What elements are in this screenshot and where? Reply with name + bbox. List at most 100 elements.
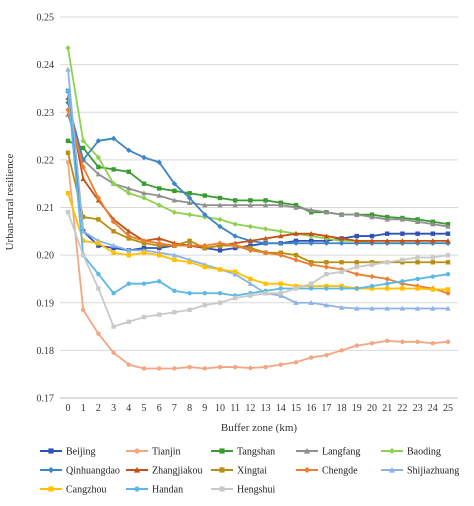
data-point-tianjin	[309, 355, 314, 360]
y-tick-label: 0.24	[37, 60, 55, 71]
data-point-chengde	[278, 252, 284, 258]
data-point-langfang	[445, 223, 451, 229]
data-point-handan	[354, 286, 359, 291]
data-point-tangshan	[217, 195, 223, 201]
data-point-langfang	[171, 197, 178, 203]
data-point-beijing	[111, 245, 116, 251]
data-point-chengde	[186, 242, 193, 249]
series-tangshan	[65, 138, 451, 227]
data-point-tianjin	[293, 360, 299, 365]
data-point-tianjin	[217, 364, 223, 370]
data-point-baoding	[126, 190, 132, 196]
x-tick-labels: 0 1 2 3 4 5 6 7 8 9 10 11 12 13 14 15 16 17 18 19 20 21 22 23 24…	[66, 403, 454, 414]
data-point-tangshan	[309, 210, 314, 215]
data-point-qinhuangdao	[308, 240, 314, 246]
data-point-cangzhou	[339, 283, 344, 289]
data-point-xingtai	[339, 260, 344, 265]
data-point-xingtai	[430, 260, 435, 265]
data-point-cangzhou	[111, 250, 116, 255]
data-point-hengshui	[278, 291, 283, 296]
series-line-tangshan	[67, 140, 449, 226]
legend-item-qinhuangdao: Qinhuangdao	[40, 466, 120, 477]
data-point-langfang	[247, 202, 254, 208]
data-point-baoding	[232, 221, 238, 227]
data-point-cangzhou	[81, 238, 86, 244]
data-point-handan	[369, 283, 375, 289]
data-point-hengshui	[187, 307, 192, 313]
data-point-langfang	[126, 185, 132, 191]
data-point-cangzhou	[187, 260, 192, 265]
data-point-hengshui	[309, 281, 314, 286]
legend-item-xingtai: Xingtai	[211, 466, 267, 477]
data-point-cangzhou	[157, 252, 162, 258]
data-point-chengde	[369, 273, 375, 280]
data-point-shijiazhuang	[414, 305, 421, 311]
x-tick-label: 14	[276, 403, 286, 414]
data-point-handan	[385, 281, 390, 286]
series-line-hengshui	[67, 211, 449, 328]
data-point-baoding	[141, 195, 147, 201]
data-point-tangshan	[65, 138, 71, 144]
data-point-handan	[65, 88, 71, 94]
data-point-qinhuangdao	[95, 138, 102, 144]
data-point-tangshan	[141, 181, 147, 186]
data-point-xingtai	[354, 260, 359, 265]
data-point-handan	[187, 291, 192, 296]
x-tick-label: 13	[261, 403, 271, 414]
data-point-tianjin	[324, 352, 329, 358]
data-point-tianjin	[202, 366, 207, 371]
data-point-cangzhou	[324, 283, 329, 289]
legend-marker-cangzhou	[48, 486, 54, 492]
x-tick-label: 6	[157, 403, 162, 414]
data-point-zhangjiakou	[247, 238, 254, 244]
data-point-qinhuangdao	[110, 135, 117, 142]
legend-item-hengshui: Hengshui	[211, 485, 276, 496]
data-point-tangshan	[172, 188, 177, 194]
legend-label-langfang: Langfang	[322, 447, 360, 458]
data-point-zhangjiakou	[414, 238, 421, 244]
data-point-zhangjiakou	[278, 233, 284, 239]
data-point-hengshui	[385, 260, 390, 265]
series-lines	[65, 45, 451, 371]
x-tick-label: 3	[111, 403, 116, 414]
x-tick-label: 1	[81, 403, 86, 414]
series-line-chengde	[67, 109, 449, 295]
data-point-xingtai	[445, 260, 451, 265]
legend-marker-handan	[134, 486, 140, 492]
data-point-shijiazhuang	[65, 66, 71, 72]
data-point-langfang	[293, 204, 299, 210]
data-point-chengde	[126, 233, 132, 239]
data-point-chengde	[445, 290, 451, 296]
data-point-shijiazhuang	[445, 305, 451, 311]
legend-marker-baoding	[388, 447, 396, 455]
data-point-shijiazhuang	[323, 302, 330, 308]
data-point-hengshui	[430, 255, 435, 260]
y-axis-title: Urban-rural resilience	[4, 153, 16, 250]
data-point-tangshan	[126, 169, 131, 174]
data-point-xingtai	[96, 217, 101, 222]
data-point-tianjin	[430, 341, 435, 346]
data-point-shijiazhuang	[247, 281, 254, 286]
data-point-tianjin	[126, 362, 131, 367]
data-point-xingtai	[400, 260, 405, 265]
data-point-xingtai	[293, 252, 299, 258]
data-point-baoding	[247, 223, 254, 230]
data-point-beijing	[96, 243, 101, 248]
data-point-handan	[445, 271, 451, 277]
data-point-tianjin	[385, 338, 390, 344]
data-point-langfang	[384, 216, 390, 222]
data-point-handan	[96, 271, 101, 277]
data-point-qinhuangdao	[186, 195, 193, 201]
y-tick-label: 0.20	[37, 251, 55, 262]
data-point-chengde	[232, 242, 238, 249]
series-tianjin	[65, 160, 451, 371]
legend-label-beijing: Beijing	[66, 447, 95, 458]
legend-marker-hengshui	[219, 486, 225, 492]
legend-item-cangzhou: Cangzhou	[40, 485, 107, 496]
data-point-handan	[400, 279, 405, 284]
data-point-qinhuangdao	[369, 240, 375, 246]
y-tick-label: 0.22	[37, 155, 55, 166]
data-point-handan	[324, 286, 329, 291]
series-line-shijiazhuang	[67, 69, 448, 310]
